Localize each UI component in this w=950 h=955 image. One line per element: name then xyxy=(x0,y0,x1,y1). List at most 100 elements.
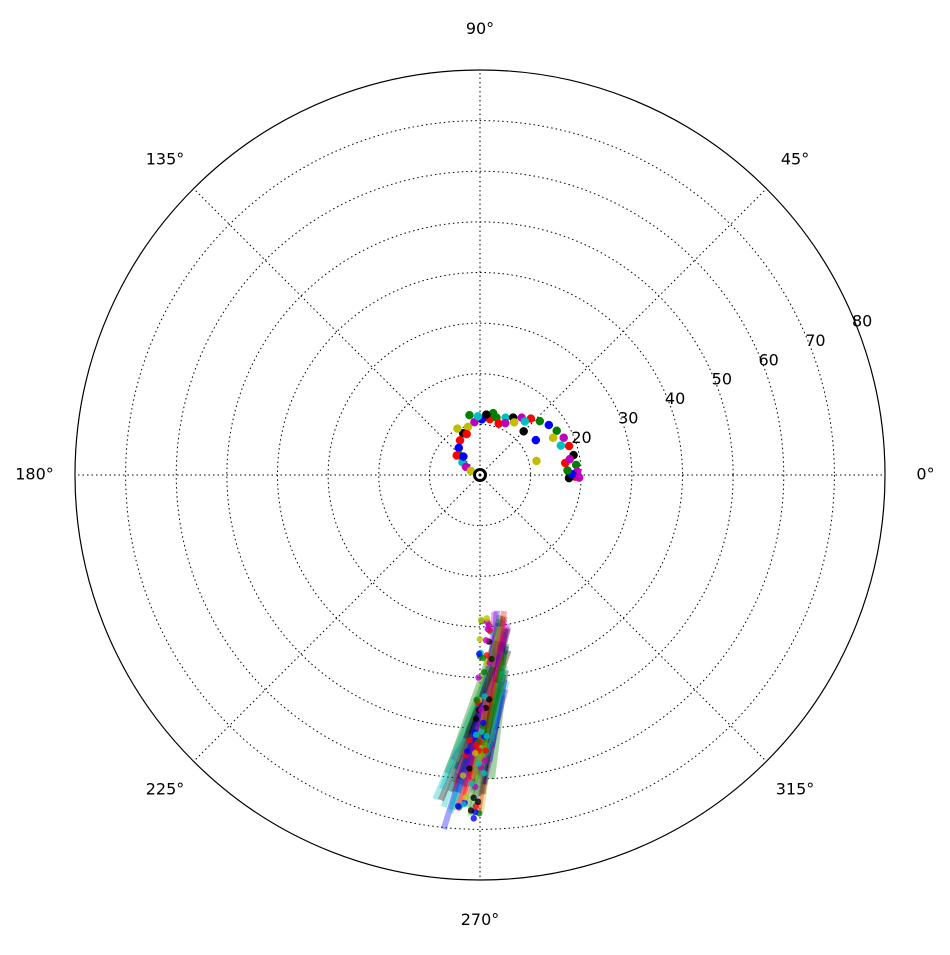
trail-point xyxy=(483,733,490,740)
trail-point xyxy=(486,696,493,703)
trail-point xyxy=(466,736,473,744)
arc-point xyxy=(565,454,574,464)
trail-point xyxy=(479,654,487,662)
trail-segment xyxy=(483,610,508,728)
arc-point xyxy=(482,410,491,419)
trail-point xyxy=(475,760,482,767)
trail-point xyxy=(477,616,485,624)
trail-point xyxy=(478,706,485,714)
trail-point xyxy=(488,655,495,663)
radial-tick-label-20: 20 xyxy=(571,428,591,447)
trail-segment xyxy=(432,641,504,801)
trail-segment xyxy=(440,648,499,808)
trail-point xyxy=(484,625,491,633)
trail-segment xyxy=(458,641,506,786)
trail-segment xyxy=(438,667,499,802)
outer-circle-frame xyxy=(74,69,886,881)
trail-segment xyxy=(489,687,503,728)
arc-point xyxy=(535,416,545,426)
trail-segment xyxy=(478,645,510,747)
trail-segment xyxy=(478,673,508,747)
trail-point xyxy=(459,772,467,779)
trail-segment xyxy=(478,668,505,747)
trail-segment xyxy=(444,615,507,775)
radial-tick-label-30: 30 xyxy=(618,408,638,427)
trail-point xyxy=(472,731,480,738)
trail-segment xyxy=(473,672,490,714)
angular-gridline-135 xyxy=(193,188,481,476)
arc-point xyxy=(574,473,584,482)
radial-tick-label-80: 80 xyxy=(852,312,872,331)
grid-layer xyxy=(75,70,885,880)
trail-segment xyxy=(486,645,509,750)
trail-segment xyxy=(480,618,503,719)
radial-gridline-70 xyxy=(125,120,835,830)
trail-segment xyxy=(488,669,509,748)
trail-segment xyxy=(484,641,506,757)
arc-point xyxy=(453,424,462,433)
angle-tick-label-180: 180° xyxy=(15,465,54,484)
arc-point xyxy=(552,426,561,435)
angle-tick-label-0: 0° xyxy=(916,465,934,484)
trail-point xyxy=(454,802,462,810)
trail-point xyxy=(463,748,471,755)
arc-point xyxy=(462,429,471,439)
arc-point xyxy=(454,443,464,453)
angle-tick-label-225: 225° xyxy=(146,780,185,799)
trail-segment xyxy=(491,678,508,730)
trail-segment xyxy=(489,659,504,720)
trail-segment xyxy=(483,676,506,769)
trail-segment xyxy=(456,695,488,754)
trail-segment xyxy=(489,682,504,730)
trail-segment xyxy=(474,671,492,734)
radial-tick-label-60: 60 xyxy=(758,350,778,369)
trail-point xyxy=(470,815,477,822)
arc-point xyxy=(465,410,474,420)
trail-segment xyxy=(483,670,507,756)
trail-segment xyxy=(472,632,503,748)
trail-segment xyxy=(453,626,505,763)
trail-point xyxy=(468,780,475,787)
trail-segment xyxy=(460,646,506,788)
angle-tick-label-135: 135° xyxy=(146,149,185,168)
trail-segment xyxy=(475,614,503,740)
trail-point xyxy=(476,650,483,658)
label-layer: 0° 45° 90° 135° 180° 225° 270° 315° 20 30 40 50 60 70… xyxy=(15,19,934,929)
origin-marker xyxy=(473,468,487,482)
angle-tick-label-90: 90° xyxy=(466,19,494,38)
trail-segment xyxy=(452,663,497,786)
trail-segment xyxy=(454,652,501,794)
trail-segment xyxy=(481,694,506,785)
trail-segment xyxy=(480,695,502,750)
trail-point xyxy=(475,674,482,681)
trail-segment xyxy=(439,664,495,791)
arc-point xyxy=(459,452,468,461)
trail-segment xyxy=(485,641,506,745)
trail-segment xyxy=(469,677,491,734)
arc-point xyxy=(473,412,483,421)
angle-tick-label-45: 45° xyxy=(781,149,809,168)
angular-gridline-315 xyxy=(479,474,767,762)
arc-point xyxy=(548,433,558,443)
trail-segment xyxy=(479,628,509,795)
trail-point xyxy=(478,728,485,735)
arc-point xyxy=(520,417,530,426)
arc-point xyxy=(563,466,572,475)
trail-point xyxy=(482,747,489,754)
angle-tick-label-270: 270° xyxy=(461,910,500,929)
trail-segment xyxy=(486,679,505,751)
trail-point xyxy=(472,749,479,757)
trail-segment xyxy=(485,635,500,724)
angular-gridline-45 xyxy=(479,188,767,476)
trail-segment xyxy=(486,650,508,739)
trail-point xyxy=(483,615,490,622)
trail-segment xyxy=(475,673,501,813)
angle-tick-label-315: 315° xyxy=(776,780,815,799)
trail-point xyxy=(467,807,475,814)
trail-segment xyxy=(466,631,503,728)
marker-layer xyxy=(452,408,584,822)
trail-segment xyxy=(482,660,503,731)
arc-point xyxy=(556,441,566,450)
trail-point xyxy=(473,696,480,704)
